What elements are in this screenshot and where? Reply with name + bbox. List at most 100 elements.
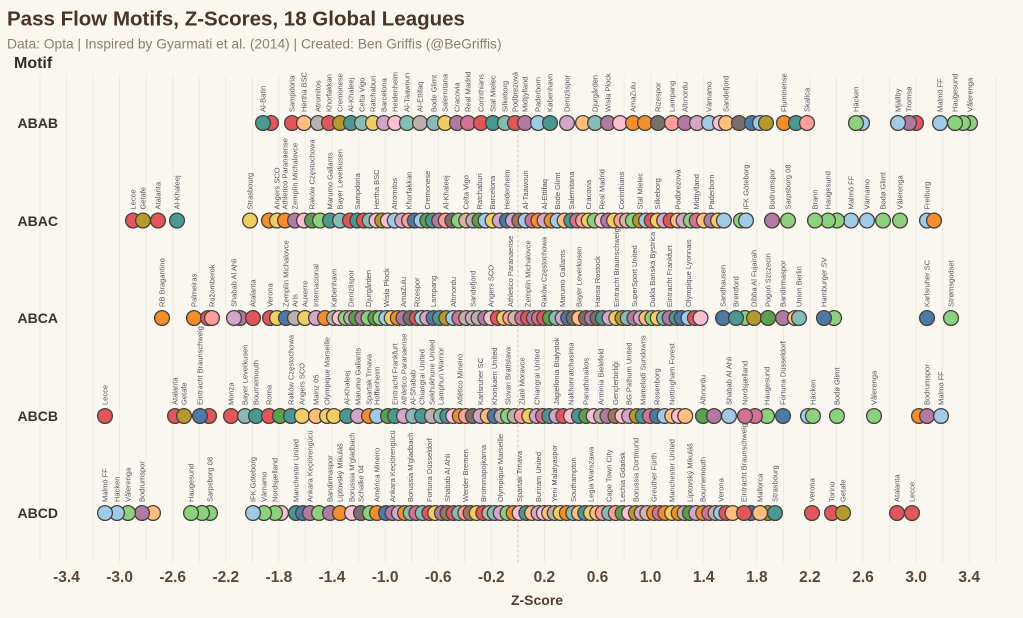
svg-text:Häcken: Häcken: [809, 380, 818, 405]
svg-text:Pogoń Szczecin: Pogoń Szczecin: [764, 253, 773, 307]
svg-text:Buriram United: Buriram United: [534, 452, 543, 502]
svg-text:-2.2: -2.2: [212, 569, 239, 586]
svg-text:Khorfakkan: Khorfakkan: [405, 172, 414, 210]
svg-text:3.0: 3.0: [905, 569, 927, 586]
svg-text:Al-Ettifaq: Al-Ettifaq: [540, 179, 549, 209]
svg-text:Nottingham Forest: Nottingham Forest: [668, 342, 677, 405]
svg-text:Rizespor: Rizespor: [654, 82, 663, 112]
svg-text:Bodrumspor: Bodrumspor: [923, 364, 932, 405]
svg-text:Panathinaikos: Panathinaikos: [582, 358, 591, 405]
svg-text:Ratchaburi: Ratchaburi: [369, 75, 378, 112]
svg-text:Hansa Rostock: Hansa Rostock: [593, 256, 602, 307]
svg-text:Corinthians: Corinthians: [477, 74, 486, 112]
svg-text:Karlsruher SC: Karlsruher SC: [476, 357, 485, 405]
svg-text:Bandirmaspor: Bandirmaspor: [779, 260, 788, 307]
svg-text:-1.4: -1.4: [319, 569, 346, 586]
svg-text:Nordsjælland: Nordsjælland: [271, 458, 280, 502]
svg-text:Roma: Roma: [265, 384, 274, 405]
svg-text:Podbrezová: Podbrezová: [673, 169, 682, 210]
svg-text:Athletico Paranaense: Athletico Paranaense: [400, 334, 409, 405]
svg-text:2.2: 2.2: [799, 569, 821, 586]
svg-text:0.6: 0.6: [587, 569, 609, 586]
svg-text:Bayer Leverkusen: Bayer Leverkusen: [336, 149, 345, 209]
svg-text:Atromitos: Atromitos: [390, 178, 399, 210]
svg-text:-3.0: -3.0: [106, 569, 133, 586]
svg-text:Ankara Keçiörengücü: Ankara Keçiörengücü: [306, 430, 315, 502]
svg-text:Lecce: Lecce: [908, 482, 917, 502]
svg-text:Manchester United: Manchester United: [668, 439, 677, 502]
svg-text:Malmö FF: Malmö FF: [936, 78, 945, 112]
svg-text:Zemplín Michalovce: Zemplín Michalovce: [291, 143, 300, 210]
svg-text:Paderborn: Paderborn: [707, 174, 716, 209]
svg-text:Malmö FF: Malmö FF: [847, 175, 856, 209]
svg-text:1.4: 1.4: [693, 569, 715, 586]
svg-text:Sarpsborg 08: Sarpsborg 08: [784, 164, 793, 209]
svg-text:Fortuna Düsseldorf: Fortuna Düsseldorf: [425, 437, 434, 502]
svg-text:Strømsgodset: Strømsgodset: [947, 259, 956, 307]
svg-text:Real Madrid: Real Madrid: [598, 169, 607, 209]
svg-text:Lampang: Lampang: [429, 276, 438, 307]
svg-text:Eintracht Braunschweig: Eintracht Braunschweig: [740, 423, 749, 502]
svg-text:RB Bragantino: RB Bragantino: [158, 258, 167, 307]
svg-text:Shabab Al Ahli: Shabab Al Ahli: [230, 258, 239, 307]
svg-text:Malmö FF: Malmö FF: [101, 468, 110, 502]
svg-text:Barcelona: Barcelona: [380, 77, 389, 112]
svg-text:ABCB: ABCB: [18, 408, 58, 424]
svg-text:Rizespor: Rizespor: [412, 277, 421, 307]
svg-text:Al-Taawoun: Al-Taawoun: [521, 170, 530, 209]
svg-text:Verona: Verona: [266, 282, 275, 307]
svg-text:1.0: 1.0: [640, 569, 662, 586]
svg-text:Data: Opta | Inspired by Gyarm: Data: Opta | Inspired by Gyarmati et al.…: [7, 37, 502, 52]
svg-text:Dukla Banská Bystrica: Dukla Banská Bystrica: [648, 231, 657, 307]
svg-text:Wisła Płock: Wisła Płock: [382, 268, 391, 307]
svg-text:Khonkaen United: Khonkaen United: [490, 347, 499, 405]
svg-text:Hertha BSC: Hertha BSC: [300, 71, 309, 112]
svg-text:Heidenheim: Heidenheim: [391, 72, 400, 112]
svg-text:3.4: 3.4: [958, 569, 980, 586]
svg-text:ABAC: ABAC: [18, 213, 58, 229]
svg-text:Skalica: Skalica: [803, 87, 812, 112]
svg-text:Haugesund: Haugesund: [763, 367, 772, 405]
svg-text:Ružomberok: Ružomberok: [208, 264, 217, 307]
svg-text:Getafe: Getafe: [139, 187, 148, 210]
svg-text:SuperSport United: SuperSport United: [630, 245, 639, 307]
svg-text:Z-Score: Z-Score: [511, 592, 563, 608]
svg-text:Shabab Al Ahli: Shabab Al Ahli: [725, 356, 734, 405]
svg-text:Raków Częstochowa: Raków Częstochowa: [540, 236, 549, 307]
svg-text:Värnamo: Värnamo: [260, 472, 269, 502]
svg-text:Hertha BSC: Hertha BSC: [372, 169, 381, 210]
svg-text:Bayer Leverkusen: Bayer Leverkusen: [575, 247, 584, 307]
svg-text:Värnamo: Värnamo: [705, 82, 714, 112]
svg-text:Palmeiras: Palmeiras: [190, 273, 199, 307]
svg-text:-1.8: -1.8: [266, 569, 293, 586]
svg-text:Auxerre: Auxerre: [301, 281, 310, 307]
svg-text:Angers SCO: Angers SCO: [487, 265, 496, 307]
svg-text:Lamphun Warrior: Lamphun Warrior: [437, 347, 446, 405]
svg-text:Mainz 05: Mainz 05: [312, 375, 321, 405]
svg-text:Stal Mielec: Stal Mielec: [489, 75, 498, 112]
svg-text:Mjällby: Mjällby: [894, 88, 903, 112]
svg-text:Bodrumspor: Bodrumspor: [138, 461, 147, 502]
svg-text:Zemplín Michalovce: Zemplín Michalovce: [524, 240, 533, 307]
svg-text:Eintracht Braunschweig: Eintracht Braunschweig: [612, 228, 621, 307]
svg-text:Mamelodi Sundowns: Mamelodi Sundowns: [638, 335, 647, 405]
svg-text:Athletico Paranaense: Athletico Paranaense: [506, 236, 515, 307]
svg-text:Sandhausen: Sandhausen: [719, 265, 728, 307]
svg-text:ABCA: ABCA: [18, 310, 58, 326]
svg-text:Salernitana: Salernitana: [567, 171, 576, 210]
svg-text:Paderborn: Paderborn: [534, 77, 543, 112]
svg-text:Al-Shabab: Al-Shabab: [409, 370, 418, 405]
svg-text:Angers SCO: Angers SCO: [273, 167, 282, 209]
svg-text:Al-Khaleej: Al-Khaleej: [343, 370, 352, 405]
svg-text:Strasbourg: Strasbourg: [771, 465, 780, 502]
svg-text:1.8: 1.8: [746, 569, 768, 586]
svg-text:Schalke 04: Schalke 04: [357, 465, 366, 502]
svg-text:-0.2: -0.2: [478, 569, 505, 586]
svg-text:Bodø Glimt: Bodø Glimt: [879, 171, 888, 209]
svg-text:Internacional: Internacional: [312, 264, 321, 307]
svg-text:Borussia M'gladbach: Borussia M'gladbach: [348, 433, 357, 502]
svg-text:Al-Khaleej: Al-Khaleej: [173, 175, 182, 210]
svg-text:Gençlerbirliği: Gençlerbirliği: [611, 361, 620, 405]
svg-text:Yeni Malatyaspor: Yeni Malatyaspor: [550, 444, 559, 502]
svg-text:Silkeborg: Silkeborg: [653, 178, 662, 209]
